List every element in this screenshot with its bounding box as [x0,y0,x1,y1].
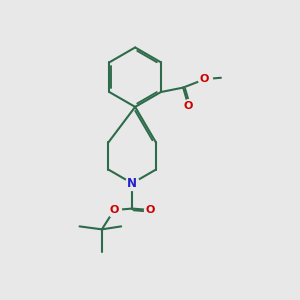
Text: O: O [200,74,209,84]
Text: O: O [110,205,119,215]
Text: O: O [146,205,155,215]
Text: N: N [127,177,137,190]
Text: O: O [184,101,193,111]
